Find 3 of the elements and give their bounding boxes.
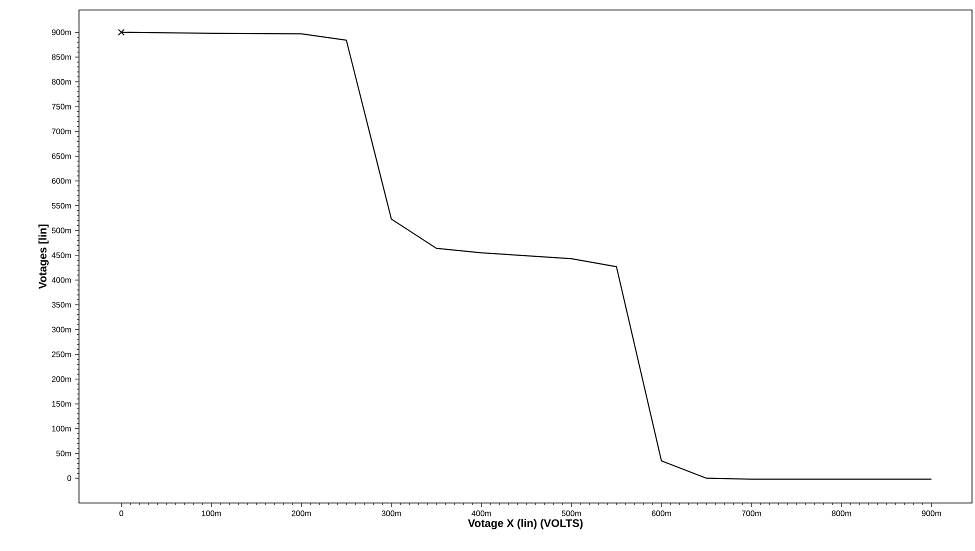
line-series xyxy=(120,32,932,480)
y-axis-title: Votages [lin] xyxy=(38,224,49,289)
x-axis-title: Votage X (lin) (VOLTS) xyxy=(468,519,583,530)
